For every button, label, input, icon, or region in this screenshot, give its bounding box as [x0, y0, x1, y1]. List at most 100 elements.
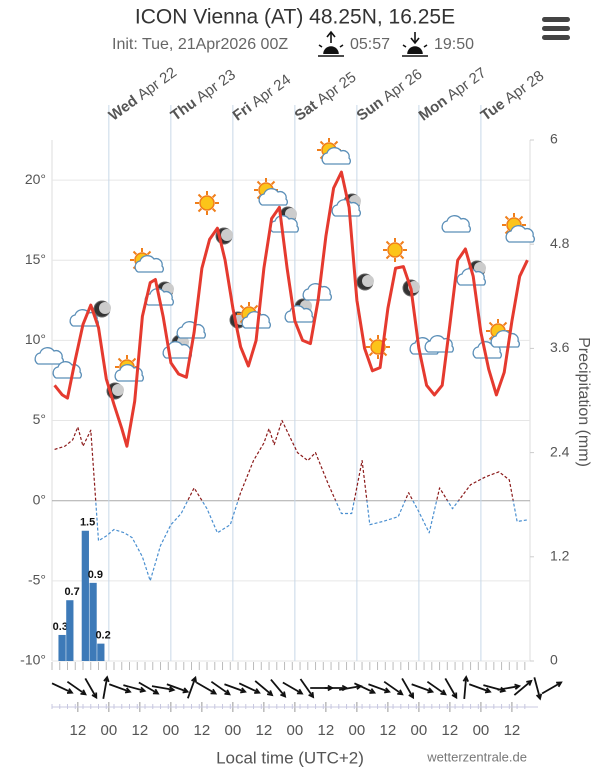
wind-arrow-head [526, 679, 533, 686]
cloud-icon [34, 347, 64, 365]
precip-bar [97, 643, 105, 661]
wind-arrow-shaft [411, 683, 433, 693]
wind-arrow-shaft [383, 680, 403, 696]
sun-ray [368, 337, 374, 343]
bar-value-label: 0.9 [88, 569, 103, 581]
wind-arrow-head [296, 688, 304, 695]
x-tick-label: 12 [380, 722, 397, 739]
menu-button[interactable] [542, 17, 570, 40]
sunrise-time: 05:57 [350, 36, 390, 53]
wind-arrow [102, 675, 110, 699]
y-tick-label: -5° [28, 572, 46, 588]
bar-value-label: 0.3 [53, 621, 68, 633]
sun-ray [488, 335, 494, 341]
y2-tick-label: 4.8 [550, 235, 570, 251]
wind-arrow [513, 679, 533, 696]
chart-subtitle: Init: Tue, 21Apr2026 00Z [112, 36, 288, 53]
wind-arrow-head [369, 688, 377, 694]
wind-arrow [533, 677, 543, 701]
wind-arrow-shaft [254, 680, 273, 696]
x-tick-label: 00 [163, 722, 180, 739]
wind-arrow-shaft [224, 683, 246, 693]
sun-ray [117, 357, 123, 363]
wind-arrow-shaft [186, 677, 197, 699]
wind-arrow-head [266, 690, 274, 697]
day-date: Apr 23 [193, 66, 239, 106]
wind-arrow [224, 683, 247, 694]
day-label: TueApr 28 [478, 67, 548, 124]
sun-icon [366, 335, 390, 359]
moon-light [474, 262, 486, 274]
wind-arrow-head [514, 683, 522, 690]
sun-ray [197, 207, 203, 213]
wind-arrow-shaft [354, 682, 375, 694]
wind-arrow [401, 678, 415, 700]
wind-arrow [368, 683, 391, 694]
wind-arrow-shaft [463, 676, 468, 700]
sun-ray [146, 250, 152, 256]
wind-arrow-head [308, 691, 315, 699]
x-axis-label: Local time (UTC+2) [216, 748, 364, 767]
x-tick-label: 12 [256, 722, 273, 739]
y2-tick-label: 6 [550, 131, 558, 147]
moon-light [112, 384, 124, 396]
y2-tick-label: 1.2 [550, 548, 570, 564]
sun-icon [195, 191, 219, 215]
sun-ray [504, 229, 510, 235]
wind-arrow-shaft [166, 683, 188, 693]
sun-disc [199, 195, 215, 211]
wind-arrow-shaft [339, 685, 361, 691]
y-tick-label: 10° [25, 331, 46, 347]
wind-arrow-head [397, 689, 404, 696]
wind-arrow-shaft [541, 681, 562, 695]
wind-arrow-head [152, 688, 160, 695]
wind-arrow [462, 675, 469, 700]
day-label: SunApr 26 [354, 66, 426, 125]
day-label: SatApr 25 [292, 69, 360, 125]
x-tick-label: 12 [69, 722, 86, 739]
wind-arrow [468, 683, 492, 694]
wind-arrow-shaft [238, 682, 260, 694]
wind-arrow-shaft [102, 677, 108, 699]
y-tick-label: 20° [25, 171, 46, 187]
wind-arrow-head [462, 675, 469, 682]
wind-arrow-head [66, 688, 74, 694]
cloud-icon [258, 188, 288, 206]
day-label: MonApr 27 [416, 64, 490, 124]
wind-arrow-head [535, 693, 543, 701]
y-tick-label: 15° [25, 251, 46, 267]
bar-value-label: 0.2 [95, 630, 110, 642]
sun-ray [131, 357, 137, 363]
wind-arrow-shaft [497, 685, 520, 691]
sun-ray [382, 351, 388, 357]
bar-value-label: 0.7 [64, 586, 79, 598]
sun-ray [256, 180, 262, 186]
day-label: WedApr 22 [106, 64, 180, 125]
wind-arrow [186, 675, 198, 699]
wind-arrow [411, 683, 435, 694]
cloud-icon [505, 225, 535, 243]
wind-arrow-head [168, 686, 176, 693]
wind-arrow-shaft [151, 685, 174, 691]
cloud-icon [456, 268, 486, 286]
x-tick-label: 00 [100, 722, 117, 739]
wind-arrow-head [103, 675, 110, 683]
y2-tick-label: 3.6 [550, 339, 570, 355]
x-tick-label: 12 [504, 722, 521, 739]
sun-ray [211, 207, 217, 213]
day-name: Sat [292, 97, 321, 124]
moon-icon [356, 273, 374, 291]
sunset-time: 19:50 [434, 36, 474, 53]
sun-disc [387, 242, 403, 258]
dashed-line [54, 419, 528, 582]
sun-ray [368, 351, 374, 357]
sun-ray [319, 140, 325, 146]
temperature-line [53, 170, 529, 448]
wind-arrow-shaft [368, 683, 390, 693]
wind-arrow [51, 682, 74, 694]
sunset-icon [402, 32, 428, 57]
day-name: Thu [168, 95, 200, 125]
wind-arrow-head [182, 687, 190, 694]
day-label: FriApr 24 [230, 71, 294, 124]
wind-arrow [151, 685, 176, 693]
